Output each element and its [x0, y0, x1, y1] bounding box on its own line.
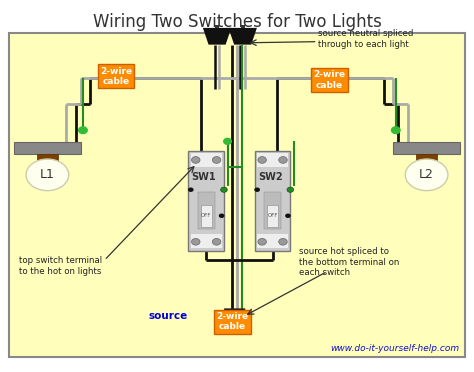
Bar — [241, 25, 245, 28]
Bar — [255, 151, 290, 251]
Circle shape — [258, 238, 266, 245]
Polygon shape — [224, 309, 245, 327]
Bar — [9, 33, 465, 357]
Circle shape — [279, 238, 287, 245]
Text: SW1: SW1 — [191, 172, 216, 182]
Circle shape — [279, 157, 287, 163]
Circle shape — [212, 157, 221, 163]
Text: 2-wire
cable: 2-wire cable — [313, 70, 346, 90]
Text: www.do-it-yourself-help.com: www.do-it-yourself-help.com — [331, 344, 460, 353]
Bar — [257, 234, 288, 248]
Circle shape — [254, 187, 260, 192]
Circle shape — [191, 157, 200, 163]
Bar — [215, 25, 219, 28]
Ellipse shape — [26, 159, 69, 190]
Bar — [191, 153, 222, 167]
Polygon shape — [203, 28, 231, 45]
Circle shape — [285, 214, 291, 218]
Bar — [257, 153, 288, 167]
Circle shape — [392, 127, 400, 134]
Bar — [37, 154, 58, 162]
Bar — [393, 142, 460, 154]
Text: top switch terminal
to the hot on lights: top switch terminal to the hot on lights — [19, 256, 102, 276]
Text: 2-wire
cable: 2-wire cable — [100, 67, 132, 86]
Text: L1: L1 — [40, 169, 55, 181]
Circle shape — [220, 187, 227, 192]
Text: L2: L2 — [419, 169, 434, 181]
Circle shape — [224, 138, 231, 144]
Circle shape — [79, 127, 87, 134]
Text: SW2: SW2 — [258, 172, 283, 182]
Bar — [267, 205, 278, 227]
Text: OFF: OFF — [201, 213, 211, 218]
Ellipse shape — [405, 159, 448, 190]
Circle shape — [219, 214, 224, 218]
Bar — [191, 234, 222, 248]
Bar — [416, 154, 437, 162]
Bar — [201, 205, 212, 227]
Circle shape — [191, 238, 200, 245]
Text: OFF: OFF — [267, 213, 278, 218]
Polygon shape — [228, 28, 257, 45]
Text: 2-wire
cable: 2-wire cable — [216, 312, 248, 331]
Circle shape — [287, 187, 293, 192]
Bar — [189, 151, 224, 251]
Text: source neutral spliced
through to each light: source neutral spliced through to each l… — [318, 29, 413, 49]
Bar — [198, 192, 215, 229]
Circle shape — [258, 157, 266, 163]
Circle shape — [188, 187, 194, 192]
Circle shape — [212, 238, 221, 245]
Text: Wiring Two Switches for Two Lights: Wiring Two Switches for Two Lights — [92, 13, 382, 31]
Text: source hot spliced to
the bottom terminal on
each switch: source hot spliced to the bottom termina… — [299, 247, 399, 277]
Text: source: source — [149, 311, 188, 321]
Bar — [264, 192, 281, 229]
Bar — [14, 142, 81, 154]
